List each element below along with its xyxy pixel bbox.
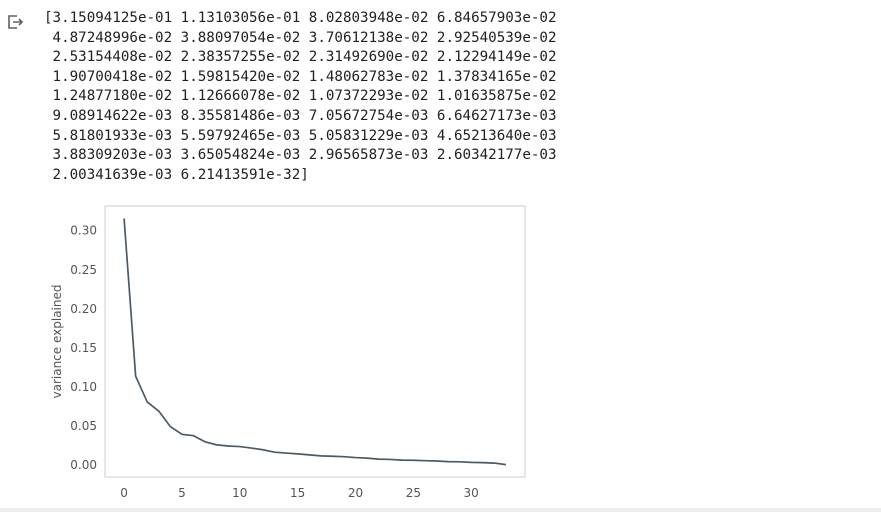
x-tick-label: 30 — [464, 486, 479, 500]
output-line: 9.08914622e-03 8.35581486e-03 7.05672754… — [44, 107, 557, 124]
y-tick-label: 0.05 — [70, 419, 97, 433]
output-line: 4.87248996e-02 3.88097054e-02 3.70612138… — [44, 29, 557, 46]
y-tick-label: 0.10 — [70, 380, 97, 394]
x-tick-label: 20 — [348, 486, 363, 500]
output-line: 2.00341639e-03 6.21413591e-32] — [44, 166, 309, 183]
cell-output-text: [3.15094125e-01 1.13103056e-01 8.0280394… — [44, 9, 557, 185]
y-tick-label: 0.15 — [70, 341, 97, 355]
y-tick-label: 0.30 — [70, 224, 97, 238]
x-tick-label: 5 — [178, 486, 186, 500]
y-tick-label: 0.25 — [70, 263, 97, 277]
output-line: 3.88309203e-03 3.65054824e-03 2.96565873… — [44, 147, 557, 164]
y-tick-label: 0.20 — [70, 302, 97, 316]
cell-divider — [0, 508, 881, 512]
output-line: 1.24877180e-02 1.12666078e-02 1.07372293… — [44, 88, 557, 105]
x-tick-label: 25 — [406, 486, 421, 500]
output-line: 5.81801933e-03 5.59792465e-03 5.05831229… — [44, 127, 557, 144]
series-line — [123, 218, 507, 466]
y-tick-label: 0.00 — [70, 458, 97, 472]
output-arrow-icon — [8, 15, 24, 29]
x-tick-label: 10 — [232, 486, 247, 500]
output-line: 2.53154408e-02 2.38357255e-02 2.31492690… — [44, 49, 557, 66]
y-axis-label: variance explained — [50, 285, 64, 399]
x-tick-label: 0 — [120, 486, 128, 500]
output-line: 1.90700418e-02 1.59815420e-02 1.48062783… — [44, 68, 557, 85]
plot-frame — [104, 205, 526, 478]
output-line: [3.15094125e-01 1.13103056e-01 8.0280394… — [44, 10, 557, 26]
x-tick-label: 15 — [290, 486, 305, 500]
